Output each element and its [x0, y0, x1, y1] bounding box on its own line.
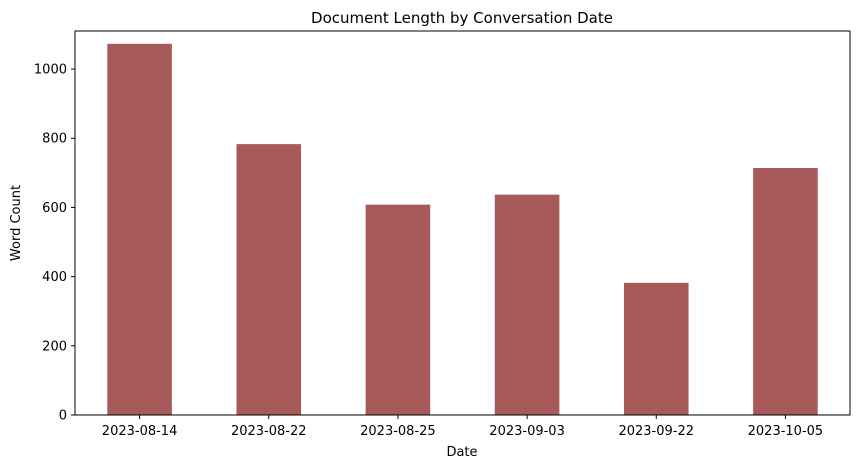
bar-2023-08-14 — [107, 43, 172, 416]
x-tick-label: 2023-10-05 — [748, 424, 824, 439]
bar-2023-09-03 — [494, 194, 560, 415]
x-axis-label: Date — [446, 445, 477, 460]
y-axis-label: Word Count — [9, 185, 24, 261]
y-tick-label: 600 — [42, 201, 67, 216]
x-tick-label: 2023-09-03 — [489, 424, 565, 439]
y-tick-label: 800 — [42, 132, 67, 147]
y-tick-label: 1000 — [34, 63, 67, 78]
y-tick-label: 200 — [42, 339, 67, 354]
bar-2023-10-05 — [753, 167, 818, 415]
plot-frame — [74, 30, 851, 416]
x-tick-label: 2023-08-22 — [231, 424, 307, 439]
y-tick-label: 400 — [42, 270, 67, 285]
bar-2023-08-22 — [236, 144, 302, 415]
bar-2023-08-25 — [365, 204, 431, 415]
x-tick-label: 2023-08-25 — [360, 424, 436, 439]
x-tick-label: 2023-08-14 — [102, 424, 178, 439]
x-tick-label: 2023-09-22 — [618, 424, 694, 439]
y-tick-label: 0 — [59, 409, 67, 424]
bars-group — [107, 43, 818, 416]
chart-title: Document Length by Conversation Date — [311, 9, 613, 27]
y-axis: 0 200 400 600 800 1000 — [34, 63, 75, 424]
x-axis: 2023-08-14 2023-08-22 2023-08-25 2023-09-03… — [102, 415, 823, 439]
bar-2023-09-22 — [623, 282, 689, 415]
